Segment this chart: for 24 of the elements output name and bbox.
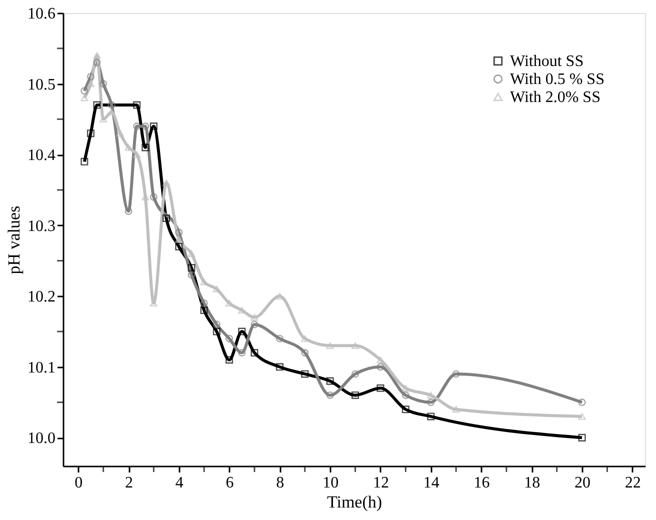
x-tick-label: 18 (524, 474, 540, 492)
x-tick-label: 6 (226, 474, 234, 492)
y-tick-label: 10.1 (28, 359, 56, 376)
x-tick-label: 14 (423, 474, 440, 492)
x-tick-label: 8 (276, 474, 284, 492)
x-axis-title: Time(h) (326, 492, 382, 512)
x-tick-label: 20 (574, 474, 591, 492)
y-tick-label: 10.5 (28, 76, 56, 94)
legend-label: With 2.0% SS (510, 89, 600, 106)
y-tick-label: 10.6 (28, 6, 56, 22)
legend-label: Without SS (510, 53, 584, 70)
legend-label: With 0.5 % SS (510, 71, 604, 88)
x-tick-label: 2 (125, 474, 134, 492)
x-tick-label: 22 (624, 474, 641, 492)
y-tick-label: 10.0 (28, 430, 56, 448)
x-tick-label: 12 (372, 474, 389, 492)
x-tick-label: 16 (474, 474, 490, 492)
y-tick-label: 10.3 (28, 218, 56, 235)
x-tick-label: 10 (322, 474, 339, 492)
y-tick-label: 10.2 (28, 288, 56, 306)
y-tick-label: 10.4 (28, 147, 56, 164)
y-axis-title: pH values (4, 206, 24, 274)
x-tick-label: 0 (74, 474, 83, 492)
x-tick-label: 4 (175, 474, 184, 492)
